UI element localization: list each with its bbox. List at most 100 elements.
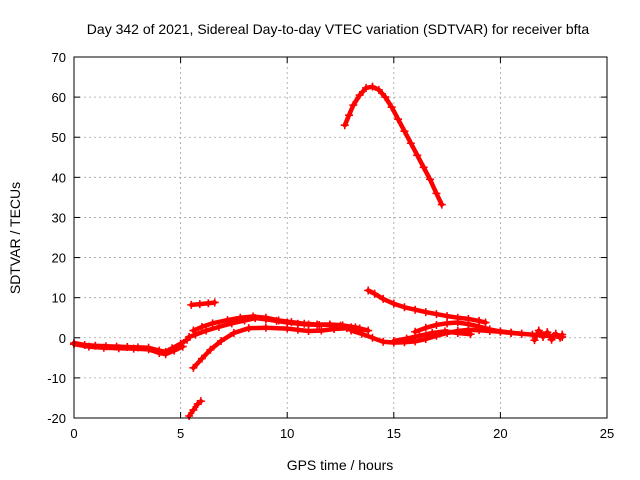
series-track-2 bbox=[70, 340, 187, 359]
data-point bbox=[185, 332, 194, 341]
data-point bbox=[236, 313, 245, 322]
data-point bbox=[440, 327, 449, 336]
data-point bbox=[475, 322, 484, 331]
y-tick-label: 20 bbox=[52, 251, 66, 266]
data-point bbox=[517, 329, 526, 338]
series-line bbox=[71, 341, 185, 357]
series-track-4 bbox=[189, 312, 373, 335]
y-tick-label: 60 bbox=[52, 90, 66, 105]
y-tick-label: 40 bbox=[52, 170, 66, 185]
y-tick-label: 70 bbox=[52, 50, 66, 65]
x-tick-label: 25 bbox=[600, 426, 614, 441]
data-point bbox=[189, 363, 198, 372]
data-point bbox=[421, 308, 430, 317]
data-point bbox=[485, 325, 494, 334]
data-point bbox=[283, 324, 292, 333]
data-point bbox=[261, 313, 270, 322]
data-point bbox=[453, 318, 462, 327]
data-point bbox=[551, 329, 560, 338]
data-point bbox=[496, 327, 505, 336]
data-point bbox=[196, 397, 205, 406]
data-point bbox=[208, 319, 217, 328]
data-point bbox=[415, 331, 424, 340]
data-point bbox=[185, 411, 194, 420]
data-point bbox=[210, 298, 219, 307]
chart-title: Day 342 of 2021, Sidereal Day-to-day VTE… bbox=[87, 21, 590, 37]
data-point bbox=[370, 289, 379, 298]
data-point bbox=[394, 115, 403, 124]
data-point bbox=[197, 322, 206, 331]
axis-ticks: 0 5 10 15 20 25 -20 -10 0 10 20 30 40 50 60 70 bbox=[47, 50, 614, 441]
data-point bbox=[364, 326, 373, 335]
series-track-12 bbox=[389, 327, 475, 345]
data-point bbox=[464, 320, 473, 329]
series-track-9 bbox=[364, 286, 490, 327]
data-point bbox=[355, 91, 364, 100]
data-point bbox=[287, 318, 296, 327]
data-point bbox=[362, 83, 371, 92]
x-tick-label: 15 bbox=[387, 426, 401, 441]
data-point bbox=[349, 101, 358, 110]
data-point bbox=[426, 175, 435, 184]
data-point bbox=[304, 326, 313, 335]
data-point bbox=[432, 310, 441, 319]
data-point bbox=[443, 319, 452, 328]
series-track-11 bbox=[411, 318, 526, 338]
data-point bbox=[229, 328, 238, 337]
y-tick-label: 10 bbox=[52, 291, 66, 306]
series-line bbox=[186, 398, 204, 419]
data-point bbox=[507, 328, 516, 337]
data-point bbox=[293, 325, 302, 334]
data-point bbox=[379, 294, 388, 303]
data-point bbox=[204, 299, 213, 308]
data-point bbox=[547, 335, 556, 344]
data-point bbox=[387, 103, 396, 112]
data-point bbox=[84, 342, 93, 351]
data-point bbox=[313, 320, 322, 329]
data-point bbox=[381, 93, 390, 102]
data-point bbox=[558, 330, 567, 339]
y-tick-label: 50 bbox=[52, 130, 66, 145]
series-track-7 bbox=[187, 298, 219, 309]
data-point bbox=[411, 327, 420, 336]
data-point bbox=[214, 322, 223, 331]
data-point bbox=[249, 312, 258, 321]
data-point bbox=[374, 85, 383, 94]
y-tick-label: 30 bbox=[52, 210, 66, 225]
series-track-8 bbox=[340, 82, 446, 209]
data-point bbox=[202, 326, 211, 335]
gridlines bbox=[74, 57, 607, 418]
data-point bbox=[330, 324, 339, 333]
data-point bbox=[195, 300, 204, 309]
data-point bbox=[178, 342, 187, 351]
data-point bbox=[432, 189, 441, 198]
data-point bbox=[223, 316, 232, 325]
data-point bbox=[129, 344, 138, 353]
data-point bbox=[400, 127, 409, 136]
data-point bbox=[357, 329, 366, 338]
data-point bbox=[453, 328, 462, 337]
data-point bbox=[543, 328, 552, 337]
series-track-5 bbox=[189, 323, 364, 372]
data-point bbox=[400, 303, 409, 312]
data-point bbox=[368, 82, 377, 91]
data-point bbox=[206, 345, 215, 354]
data-point bbox=[411, 305, 420, 314]
data-point bbox=[170, 346, 179, 355]
data-point bbox=[421, 323, 430, 332]
data-point bbox=[406, 139, 415, 148]
plot-frame bbox=[73, 56, 608, 419]
data-point bbox=[402, 334, 411, 343]
x-tick-label: 0 bbox=[70, 426, 77, 441]
data-point bbox=[197, 354, 206, 363]
data-point bbox=[539, 332, 548, 341]
x-tick-label: 5 bbox=[177, 426, 184, 441]
data-point bbox=[389, 336, 398, 345]
data-point bbox=[364, 286, 373, 295]
y-tick-label: -20 bbox=[47, 411, 66, 426]
data-point bbox=[428, 328, 437, 337]
data-point bbox=[325, 320, 334, 329]
data-point bbox=[99, 343, 108, 352]
data-point bbox=[481, 318, 490, 327]
